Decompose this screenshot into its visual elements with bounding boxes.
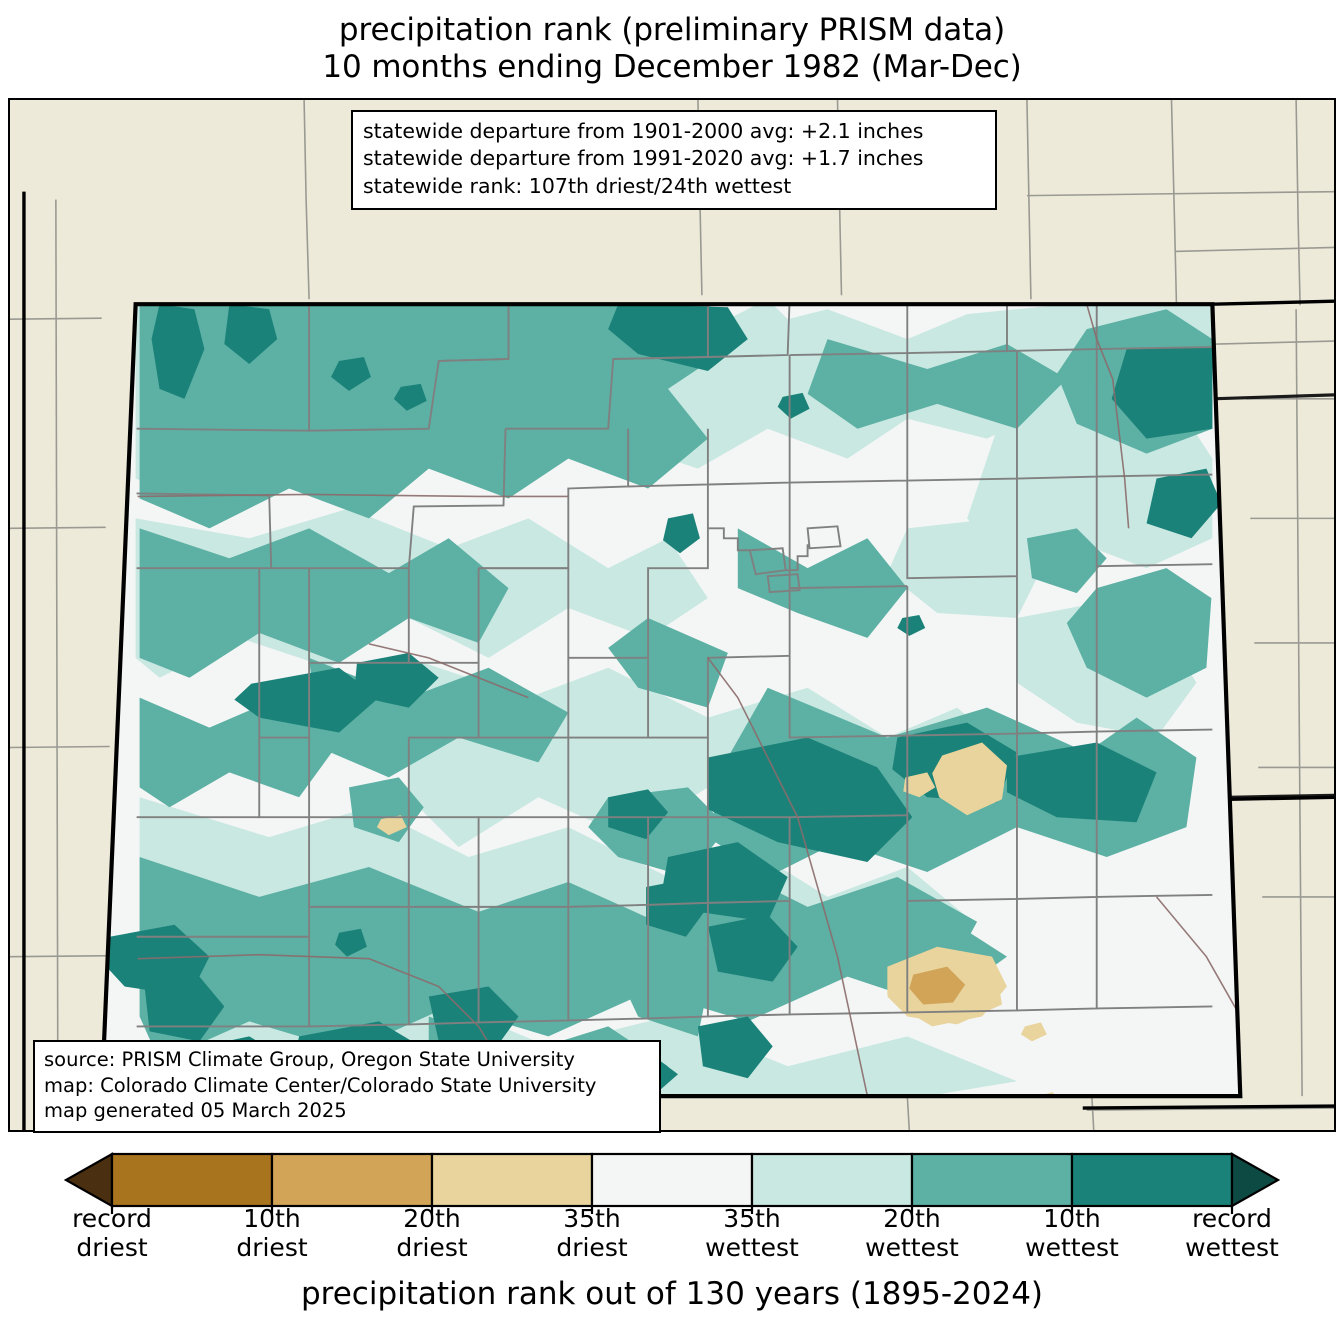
source-credits-box: source: PRISM Climate Group, Oregon Stat… (33, 1040, 661, 1134)
colorbar-svg (63, 1152, 1281, 1214)
stat-departure-1991-2020: statewide departure from 1991-2020 avg: … (363, 146, 924, 171)
cb-tick-35th-driest: 35th driest (512, 1204, 672, 1262)
colorado-precipitation-rank-map (10, 100, 1334, 1130)
cb-tick-l2: driest (556, 1233, 628, 1262)
colorbar (0, 1148, 1344, 1214)
cb-tick-10th-wettest: 10th wettest (992, 1204, 1152, 1262)
colorbar-tick-labels: record driest 10th driest 20th driest 35… (0, 1204, 1344, 1270)
stat-departure-1901-2000: statewide departure from 1901-2000 avg: … (363, 119, 924, 143)
cb-tick-l1: 10th (1043, 1204, 1101, 1233)
stat-statewide-rank: statewide rank: 107th driest/24th wettes… (363, 173, 792, 198)
cb-tick-l2: wettest (1185, 1233, 1279, 1262)
statewide-stats-box: statewide departure from 1901-2000 avg: … (351, 110, 997, 210)
cb-tick-l2: wettest (705, 1233, 799, 1262)
cb-tick-l1: 35th (563, 1204, 621, 1233)
map-generated-line: map generated 05 March 2025 (44, 1099, 347, 1123)
page-title: precipitation rank (preliminary PRISM da… (0, 12, 1344, 85)
colorbar-band-1 (110, 1152, 274, 1208)
neighbor-state-borders (22, 191, 1334, 1130)
colorado-state-border (99, 302, 1243, 1099)
colorbar-band-6 (910, 1152, 1074, 1208)
cb-tick-35th-wettest: 35th wettest (672, 1204, 832, 1262)
cb-tick-l1: 20th (883, 1204, 941, 1233)
cb-tick-l1: 10th (243, 1204, 301, 1233)
colorbar-band-2 (270, 1152, 434, 1208)
colorbar-extend-high (1230, 1152, 1281, 1208)
colorbar-band-4 (590, 1152, 754, 1208)
map-credit-line: map: Colorado Climate Center/Colorado St… (44, 1073, 597, 1097)
colorbar-extend-low (63, 1152, 114, 1208)
title-line-1: precipitation rank (preliminary PRISM da… (338, 12, 1006, 48)
rank-band-10th-20th-driest (909, 966, 966, 1005)
cb-tick-l1: record (1192, 1204, 1272, 1233)
title-line-2: 10 months ending December 1982 (Mar-Dec) (322, 48, 1022, 85)
county-boundaries (136, 304, 1213, 1028)
colorbar-ticks (110, 1206, 1234, 1214)
cb-tick-record-driest: record driest (32, 1204, 192, 1262)
map-panel (8, 98, 1336, 1132)
colorbar-band-5 (750, 1152, 914, 1208)
cb-tick-20th-driest: 20th driest (352, 1204, 512, 1262)
cb-tick-l1: 35th (723, 1204, 781, 1233)
cb-tick-l1: record (72, 1204, 152, 1233)
cb-tick-l1: 20th (403, 1204, 461, 1233)
colorbar-band-3 (430, 1152, 594, 1208)
cb-tick-l2: wettest (1025, 1233, 1119, 1262)
colorado-data-layer (101, 304, 1241, 1097)
cb-tick-20th-wettest: 20th wettest (832, 1204, 992, 1262)
cb-tick-l2: driest (76, 1233, 148, 1262)
colorbar-band-7 (1070, 1152, 1234, 1208)
cb-tick-10th-driest: 10th driest (192, 1204, 352, 1262)
cb-tick-l2: driest (396, 1233, 468, 1262)
cb-tick-l2: wettest (865, 1233, 959, 1262)
colorbar-caption: precipitation rank out of 130 years (189… (300, 1276, 1044, 1312)
cb-tick-l2: driest (236, 1233, 308, 1262)
cb-tick-record-wettest: record wettest (1152, 1204, 1312, 1262)
source-line: source: PRISM Climate Group, Oregon Stat… (44, 1048, 575, 1071)
